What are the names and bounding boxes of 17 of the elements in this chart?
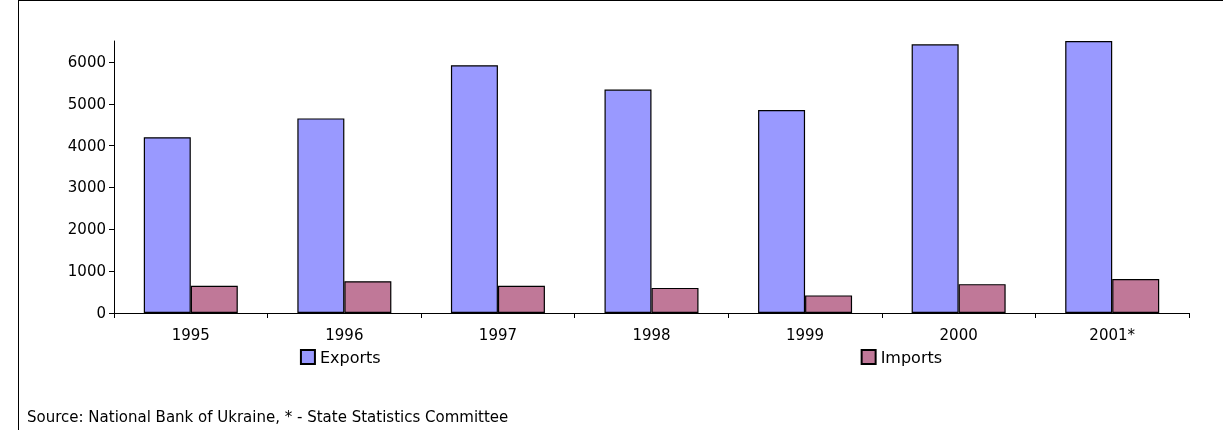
x-tick-label: 2001*: [1089, 325, 1136, 344]
x-tick-label: 1996: [325, 325, 364, 344]
source-note: Source: National Bank of Ukraine, * - State Statistics Committee: [27, 407, 509, 426]
legend-label: Imports: [880, 347, 943, 367]
y-tick-label: 0: [96, 304, 106, 322]
x-tick-label: 2000: [939, 325, 978, 344]
x-tick-label: 1995: [171, 325, 210, 344]
x-tick-label: 1999: [785, 325, 825, 344]
y-tick-label: 6000: [67, 52, 106, 71]
y-tick-label: 5000: [67, 94, 106, 113]
y-tick-label: 1000: [67, 262, 106, 281]
y-tick-label: 3000: [67, 178, 106, 197]
x-tick-label: 1997: [478, 325, 518, 344]
y-tick-label: 2000: [67, 220, 106, 239]
y-tick-label: 4000: [67, 136, 106, 155]
x-tick-label: 1998: [632, 325, 671, 344]
legend-label: Exports: [319, 347, 381, 367]
